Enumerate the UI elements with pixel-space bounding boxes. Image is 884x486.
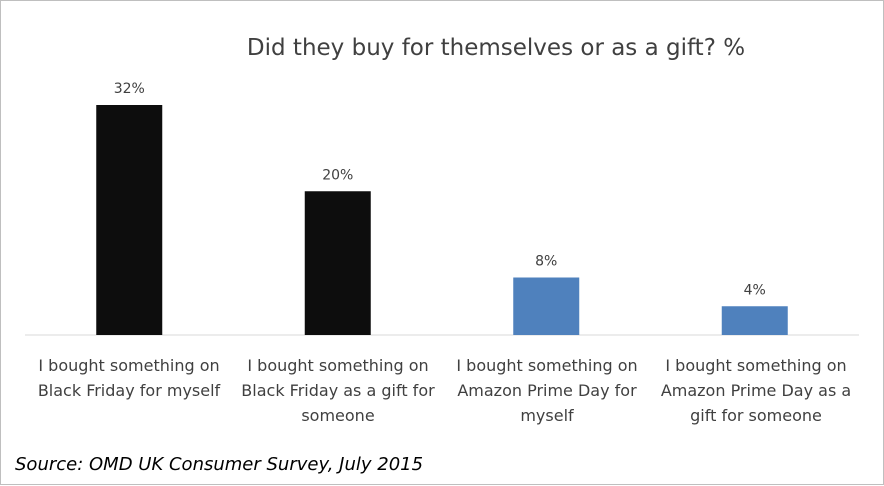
data-label-4: 4% xyxy=(744,282,766,298)
bar-1 xyxy=(96,105,163,335)
data-label-1: 32% xyxy=(114,81,145,97)
source-note: Source: OMD UK Consumer Survey, July 201… xyxy=(15,454,424,475)
bar-4 xyxy=(721,306,788,335)
data-label-2: 20% xyxy=(322,167,353,183)
bar-2 xyxy=(304,191,371,335)
chart-title: Did they buy for themselves or as a gift… xyxy=(246,35,746,61)
category-label-prime-day-gift: I bought something on Amazon Prime Day a… xyxy=(660,356,852,425)
category-label-black-friday-myself: I bought something on Black Friday for m… xyxy=(37,356,221,400)
category-label-prime-day-myself: I bought something on Amazon Prime Day f… xyxy=(456,356,638,425)
data-labels-group: 32% 20% 8% 4% xyxy=(114,81,766,298)
bars-group xyxy=(96,105,788,335)
category-label-black-friday-gift: I bought something on Black Friday as a … xyxy=(241,356,435,425)
data-label-3: 8% xyxy=(535,254,557,270)
bar-3 xyxy=(513,277,580,335)
